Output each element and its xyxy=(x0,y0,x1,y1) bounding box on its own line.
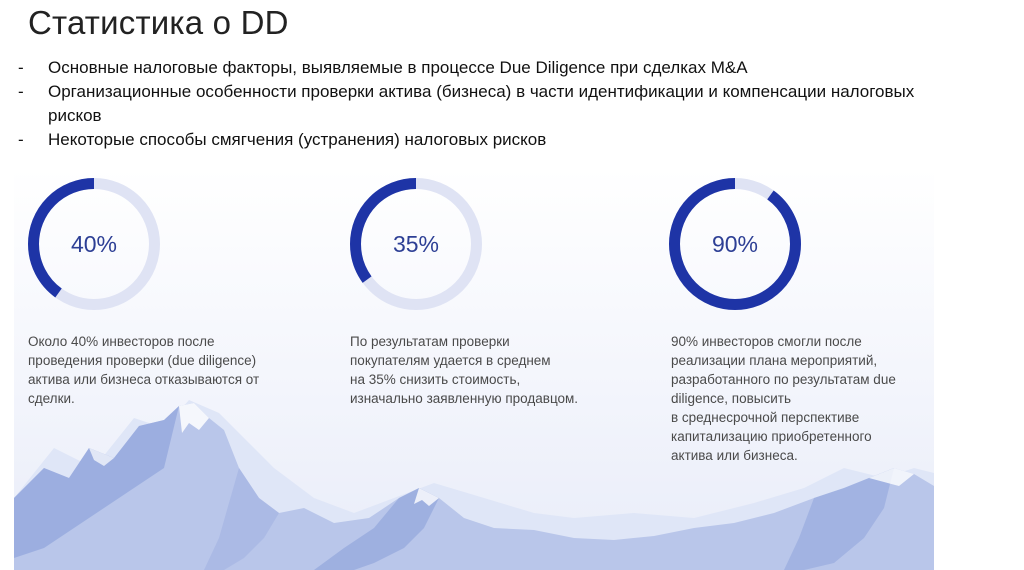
ring-value-label: 90% xyxy=(711,230,759,257)
bullet-item: - Организационные особенности проверки ак… xyxy=(18,80,968,128)
bullet-marker: - xyxy=(18,130,24,149)
progress-ring-3: 90% xyxy=(669,178,801,310)
bullet-item: - Некоторые способы смягчения (устранения… xyxy=(18,128,968,152)
bullet-text: Организационные особенности проверки акт… xyxy=(48,82,915,125)
slide-title: Статистика о DD xyxy=(28,4,289,41)
bullet-text: Некоторые способы смягчения (устранения)… xyxy=(48,130,547,149)
progress-ring-2: 35% xyxy=(350,178,482,310)
progress-ring-graphic xyxy=(28,178,160,310)
stat-description: Около 40% инвесторов после проведения пр… xyxy=(28,334,260,406)
bullet-marker: - xyxy=(18,82,24,101)
progress-ring-1: 40% xyxy=(28,178,160,310)
stat-description: По результатам проверки покупателям удае… xyxy=(350,334,579,406)
ring-progress-arc xyxy=(28,178,160,310)
ring-progress-arc xyxy=(669,178,801,310)
progress-ring-graphic xyxy=(350,178,482,310)
ring-value-label: 35% xyxy=(392,230,440,257)
bullet-item: - Основные налоговые факторы, выявляемые … xyxy=(18,56,968,80)
ring-value-label: 40% xyxy=(70,230,118,257)
bullet-list: - Основные налоговые факторы, выявляемые … xyxy=(18,56,968,152)
bullet-marker: - xyxy=(18,58,24,77)
bullet-text: Основные налоговые факторы, выявляемые в… xyxy=(48,58,748,77)
stat-description: 90% инвесторов смогли после реализации п… xyxy=(671,334,896,463)
progress-ring-graphic xyxy=(669,178,801,310)
ring-progress-arc xyxy=(350,178,482,310)
